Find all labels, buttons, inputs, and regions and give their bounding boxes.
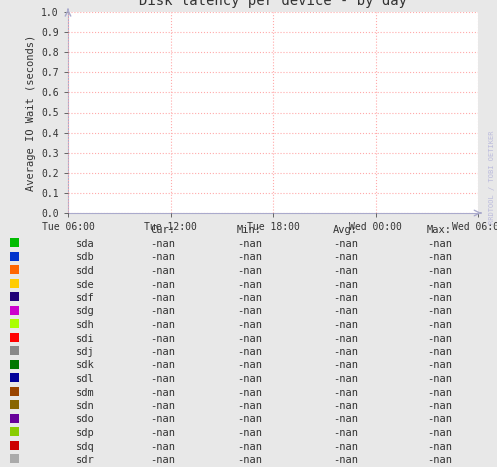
Text: -nan: -nan (427, 455, 452, 465)
Text: -nan: -nan (150, 333, 175, 344)
Text: sda: sda (76, 239, 95, 249)
Text: -nan: -nan (237, 441, 262, 452)
Text: sdd: sdd (76, 266, 95, 276)
Text: -nan: -nan (427, 401, 452, 411)
Text: -nan: -nan (150, 320, 175, 330)
Title: Disk latency per device - by day: Disk latency per device - by day (139, 0, 407, 8)
Text: -nan: -nan (427, 306, 452, 317)
Text: RRDTOOL / TOBI OETIKER: RRDTOOL / TOBI OETIKER (489, 131, 495, 224)
Text: -nan: -nan (427, 428, 452, 438)
Text: sdo: sdo (76, 415, 95, 425)
Text: Cur:: Cur: (150, 225, 175, 235)
Text: -nan: -nan (333, 374, 358, 384)
Text: -nan: -nan (237, 455, 262, 465)
Text: -nan: -nan (427, 347, 452, 357)
Text: -nan: -nan (150, 253, 175, 262)
Text: -nan: -nan (237, 253, 262, 262)
Text: -nan: -nan (150, 455, 175, 465)
Text: sdk: sdk (76, 361, 95, 370)
Text: -nan: -nan (427, 266, 452, 276)
Text: -nan: -nan (333, 401, 358, 411)
Text: -nan: -nan (237, 306, 262, 317)
Text: Max:: Max: (427, 225, 452, 235)
Text: -nan: -nan (427, 333, 452, 344)
Text: -nan: -nan (237, 239, 262, 249)
Text: -nan: -nan (427, 253, 452, 262)
Text: sdp: sdp (76, 428, 95, 438)
Text: -nan: -nan (333, 280, 358, 290)
Text: -nan: -nan (333, 266, 358, 276)
Text: -nan: -nan (333, 415, 358, 425)
Text: -nan: -nan (333, 361, 358, 370)
Text: -nan: -nan (427, 441, 452, 452)
Text: sdh: sdh (76, 320, 95, 330)
Text: Min:: Min: (237, 225, 262, 235)
Text: -nan: -nan (333, 441, 358, 452)
Text: -nan: -nan (237, 401, 262, 411)
Text: sdf: sdf (76, 293, 95, 303)
Text: -nan: -nan (150, 428, 175, 438)
Text: -nan: -nan (427, 374, 452, 384)
Text: -nan: -nan (150, 441, 175, 452)
Text: -nan: -nan (150, 374, 175, 384)
Text: -nan: -nan (333, 320, 358, 330)
Text: sdq: sdq (76, 441, 95, 452)
Text: -nan: -nan (150, 280, 175, 290)
Y-axis label: Average IO Wait (seconds): Average IO Wait (seconds) (26, 35, 36, 191)
Text: sdl: sdl (76, 374, 95, 384)
Text: -nan: -nan (150, 293, 175, 303)
Text: -nan: -nan (237, 280, 262, 290)
Text: -nan: -nan (237, 388, 262, 397)
Text: -nan: -nan (427, 388, 452, 397)
Text: -nan: -nan (333, 333, 358, 344)
Text: -nan: -nan (427, 293, 452, 303)
Text: -nan: -nan (150, 306, 175, 317)
Text: -nan: -nan (150, 388, 175, 397)
Text: -nan: -nan (333, 455, 358, 465)
Text: -nan: -nan (237, 333, 262, 344)
Text: -nan: -nan (150, 347, 175, 357)
Text: -nan: -nan (237, 293, 262, 303)
Text: Avg:: Avg: (333, 225, 358, 235)
Text: -nan: -nan (150, 361, 175, 370)
Text: -nan: -nan (237, 361, 262, 370)
Text: sdm: sdm (76, 388, 95, 397)
Text: sdn: sdn (76, 401, 95, 411)
Text: -nan: -nan (427, 415, 452, 425)
Text: sdr: sdr (76, 455, 95, 465)
Text: sdj: sdj (76, 347, 95, 357)
Text: -nan: -nan (237, 266, 262, 276)
Text: -nan: -nan (237, 320, 262, 330)
Text: -nan: -nan (237, 415, 262, 425)
Text: -nan: -nan (333, 253, 358, 262)
Text: -nan: -nan (427, 280, 452, 290)
Text: -nan: -nan (333, 306, 358, 317)
Text: -nan: -nan (333, 293, 358, 303)
Text: -nan: -nan (150, 266, 175, 276)
Text: -nan: -nan (150, 415, 175, 425)
Text: -nan: -nan (237, 428, 262, 438)
Text: -nan: -nan (427, 361, 452, 370)
Text: -nan: -nan (427, 239, 452, 249)
Text: sde: sde (76, 280, 95, 290)
Text: -nan: -nan (333, 428, 358, 438)
Text: sdi: sdi (76, 333, 95, 344)
Text: -nan: -nan (237, 347, 262, 357)
Text: -nan: -nan (150, 401, 175, 411)
Text: -nan: -nan (427, 320, 452, 330)
Text: -nan: -nan (333, 347, 358, 357)
Text: -nan: -nan (237, 374, 262, 384)
Text: sdb: sdb (76, 253, 95, 262)
Text: -nan: -nan (333, 239, 358, 249)
Text: sdg: sdg (76, 306, 95, 317)
Text: -nan: -nan (333, 388, 358, 397)
Text: -nan: -nan (150, 239, 175, 249)
